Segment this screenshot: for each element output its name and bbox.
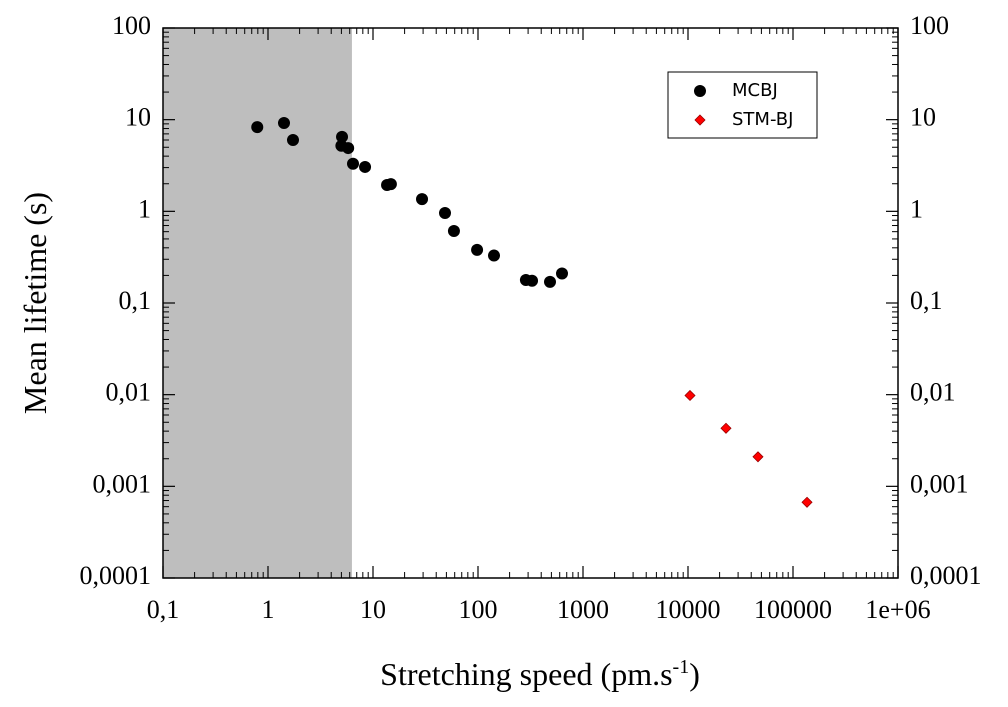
x-axis-label: Stretching speed (pm.s-1)	[380, 656, 700, 692]
point	[447, 225, 460, 238]
x-label-exponent: -1	[673, 656, 690, 678]
shaded-region	[163, 28, 352, 578]
y2-tick-label: 10	[910, 103, 936, 132]
point	[487, 249, 500, 262]
y2-tick-label: 0,001	[910, 469, 969, 498]
y-tick-label: 0,1	[119, 286, 152, 315]
y-tick-label: 0,0001	[80, 561, 152, 590]
point	[526, 274, 539, 287]
y-axis-label: Mean lifetime (s)	[17, 192, 53, 414]
legend-marker	[694, 114, 706, 126]
x-tick-label: 10	[360, 595, 386, 624]
y-tick-label: 1	[138, 194, 151, 223]
y-tick-label: 100	[112, 11, 151, 40]
y2-tick-label: 0,1	[910, 286, 943, 315]
x-tick-label: 0,1	[147, 595, 180, 624]
y-tick-label: 0,01	[106, 378, 152, 407]
legend-label: MCBJ	[732, 80, 778, 101]
x-tick-label: 1000	[557, 595, 609, 624]
y-tick-label: 10	[125, 103, 151, 132]
point	[359, 160, 372, 173]
point	[336, 130, 349, 143]
point	[251, 121, 264, 134]
point	[752, 451, 764, 463]
x-tick-label: 100	[459, 595, 498, 624]
x-tick-label: 100000	[754, 595, 832, 624]
plot-frame	[162, 27, 899, 579]
y2-tick-label: 0,01	[910, 378, 956, 407]
point	[416, 193, 429, 206]
point	[801, 496, 813, 508]
x-label-text: Stretching speed (pm.s	[380, 656, 672, 692]
point	[277, 116, 290, 129]
point	[471, 243, 484, 256]
point	[286, 134, 299, 147]
legend-box	[667, 71, 818, 139]
plot-area	[162, 27, 899, 579]
y2-tick-label: 1	[910, 194, 923, 223]
point	[439, 206, 452, 219]
y2-tick-label: 0,0001	[910, 561, 982, 590]
y2-tick-label: 100	[910, 11, 949, 40]
point	[384, 178, 397, 191]
point	[342, 142, 355, 155]
x-tick-label: 1e+06	[865, 595, 930, 624]
x-label-end: )	[689, 656, 700, 692]
legend-marker	[694, 85, 706, 97]
x-tick-label: 10000	[656, 595, 721, 624]
y-tick-label: 0,001	[93, 469, 152, 498]
point	[544, 275, 557, 288]
point	[556, 267, 569, 280]
point	[684, 389, 696, 402]
x-tick-label: 1	[262, 595, 275, 624]
point	[347, 157, 360, 170]
point	[720, 422, 732, 434]
legend-label: STM-BJ	[732, 109, 793, 130]
